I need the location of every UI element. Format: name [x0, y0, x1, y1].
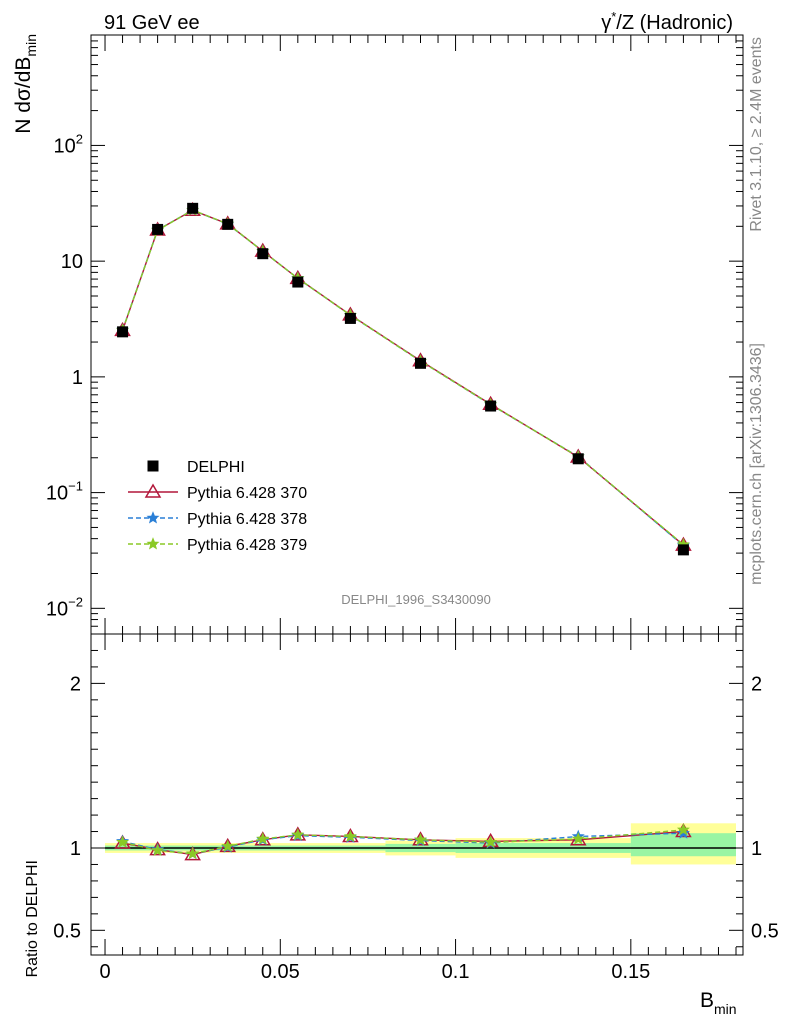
- point-data: [187, 202, 199, 214]
- ratio-panel: 0.5 0.5 1 1 2 2 0 0.05 0.1 0.15: [53, 633, 779, 983]
- ratio-point-p379: [484, 835, 498, 848]
- y-tick-label: 102: [54, 131, 83, 157]
- y-tick-exponent: −1: [68, 479, 83, 494]
- ratio-point-p379: [291, 828, 305, 841]
- y-tick-base: 10: [46, 598, 68, 620]
- ratio-point-p379: [676, 823, 690, 836]
- ratio-point-p379: [221, 839, 235, 852]
- ratio-y-tick-label: 2: [70, 673, 81, 695]
- main-y-axis-label: N dσ/dBmin: [12, 34, 39, 134]
- ratio-point-p379: [116, 835, 130, 848]
- y-tick-label: 1: [72, 367, 83, 389]
- ratio-point-p379: [256, 832, 270, 845]
- x-axis-label: Bmin: [700, 989, 737, 1017]
- y-tick-exponent: −2: [68, 594, 83, 609]
- mcplots-label: mcplots.cern.ch [arXiv:1306.3436]: [748, 343, 765, 585]
- point-data: [572, 453, 584, 465]
- legend-label-p370: Pythia 6.428 370: [187, 485, 307, 502]
- ratio-y-tick-label-right: 1: [751, 838, 762, 860]
- y-tick-label: 10−1: [46, 479, 83, 505]
- ratio-y-tick-label: 0.5: [53, 920, 81, 942]
- x-tick-label: 0.15: [611, 961, 650, 983]
- legend: DELPHI Pythia 6.428 370 Pythia 6.428 378 Py…: [128, 459, 307, 554]
- legend-marker-data: [147, 460, 159, 472]
- point-data: [257, 248, 269, 260]
- ratio-frame: [90, 633, 744, 956]
- point-data: [222, 218, 234, 230]
- y-tick-label: 10−2: [46, 594, 83, 620]
- uncertainty-band-inner: [630, 833, 736, 857]
- legend-marker-p370: [144, 483, 162, 498]
- ratio-y-tick-label: 1: [70, 838, 81, 860]
- y-tick-label: 10: [61, 251, 83, 273]
- x-tick-label: 0.1: [442, 961, 470, 983]
- y-tick-exponent: 2: [76, 131, 83, 146]
- legend-marker-p378: [146, 511, 160, 524]
- point-data: [415, 357, 427, 369]
- point-data: [292, 276, 304, 288]
- ratio-point-p379: [343, 829, 357, 842]
- point-data: [152, 223, 164, 235]
- energy-label: 91 GeV ee: [104, 12, 200, 34]
- point-data: [485, 400, 497, 412]
- y-tick-base: 10: [54, 135, 76, 157]
- ratio-point-p379: [571, 832, 585, 845]
- ratio-y-tick-label-right: 2: [751, 673, 762, 695]
- legend-label-p379: Pythia 6.428 379: [187, 537, 307, 554]
- legend-label-p378: Pythia 6.428 378: [187, 511, 307, 528]
- point-data: [344, 312, 356, 324]
- point-data: [117, 326, 129, 338]
- ratio-y-tick-label-right: 0.5: [751, 920, 779, 942]
- rivet-label: Rivet 3.1.10, ≥ 2.4M events: [748, 37, 765, 232]
- ratio-point-p379: [414, 832, 427, 846]
- ratio-point-p379: [151, 843, 165, 856]
- ratio-point-p379: [186, 846, 200, 860]
- y-tick-base: 10: [46, 483, 68, 505]
- legend-label-data: DELPHI: [187, 459, 245, 476]
- process-label: γ*/Z (Hadronic): [601, 9, 733, 34]
- ratio-y-axis-label: Ratio to DELPHI: [24, 860, 41, 977]
- analysis-label: DELPHI_1996_S3430090: [341, 592, 491, 607]
- x-tick-label: 0: [99, 961, 110, 983]
- point-data: [677, 544, 689, 556]
- x-tick-label: 0.05: [261, 961, 300, 983]
- legend-marker-p379: [146, 537, 160, 550]
